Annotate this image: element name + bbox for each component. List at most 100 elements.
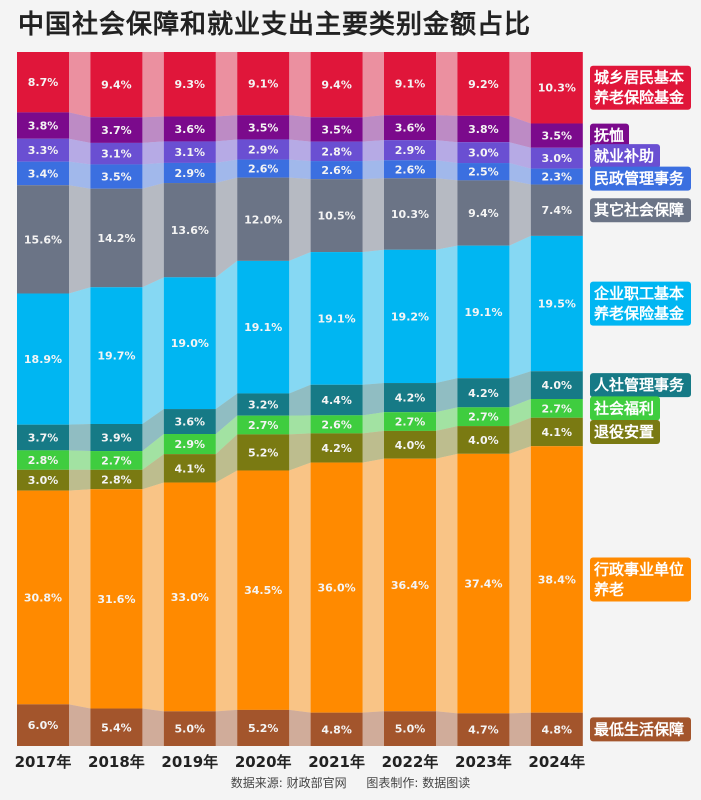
connector-band [289, 177, 311, 261]
data-label: 9.2% [468, 78, 499, 91]
data-label: 2.9% [248, 144, 279, 157]
connector-band [362, 178, 384, 253]
bar-segment [17, 52, 69, 113]
data-label: 9.4% [321, 79, 352, 92]
data-label: 2.5% [468, 166, 499, 179]
connector-band [509, 446, 531, 714]
connector-band [436, 52, 458, 116]
data-label: 3.9% [101, 432, 132, 445]
bar-segment [310, 161, 363, 180]
x-tick-label: 2023年 [455, 753, 512, 771]
connector-band [69, 450, 91, 470]
legend-swatch [590, 166, 691, 191]
connector-band [142, 409, 164, 452]
data-label: 2.9% [175, 438, 206, 451]
bar-segment [530, 417, 583, 447]
bar-segment [90, 469, 143, 490]
bar-segment [384, 412, 436, 431]
data-label: 3.5% [248, 121, 279, 134]
bar-segment [17, 490, 69, 705]
connector-band [69, 489, 91, 709]
legend-swatch [590, 419, 660, 444]
bar-segment [17, 469, 69, 491]
legend-swatch [590, 373, 691, 398]
bar-segment [530, 235, 583, 372]
data-label: 4.4% [321, 394, 352, 407]
bar-segment [90, 287, 143, 424]
connector-band [436, 426, 458, 459]
connector-band [215, 709, 238, 746]
bar-segment [530, 712, 583, 746]
data-label: 9.1% [395, 78, 426, 91]
data-label: 4.2% [468, 387, 499, 400]
data-source: 数据来源: 财政部官网 [230, 776, 347, 790]
data-label: 4.1% [542, 426, 573, 439]
data-label: 19.2% [391, 310, 429, 323]
connector-band [362, 160, 384, 180]
data-label: 2.6% [321, 418, 352, 431]
bar-segment [530, 184, 583, 236]
data-label: 8.7% [28, 76, 59, 89]
data-label: 3.6% [175, 416, 206, 429]
bar-segment [457, 142, 510, 164]
connector-band [69, 423, 91, 452]
data-label: 34.5% [244, 584, 282, 597]
bar-segment [163, 409, 216, 435]
bar-segment [17, 293, 69, 425]
connector-band [509, 712, 531, 746]
data-label: 7.4% [542, 204, 573, 217]
data-label: 3.3% [28, 144, 59, 157]
legend-swatch [590, 198, 691, 223]
data-label: 3.1% [101, 148, 132, 161]
connector-band [69, 112, 91, 143]
data-label: 3.0% [28, 474, 59, 487]
legend-label: 民政管理事务 [594, 170, 685, 188]
connector-band [215, 393, 238, 435]
footer: 数据来源: 财政部官网 图表制作: 数据图读 [0, 774, 701, 791]
connector-band [142, 277, 164, 424]
connector-band [69, 185, 91, 294]
bar-segment [384, 115, 436, 141]
x-tick-label: 2017年 [15, 753, 72, 771]
bar-segment [310, 462, 363, 713]
connector-band [436, 407, 458, 431]
data-label: 2.7% [542, 402, 573, 415]
connector-band [69, 704, 91, 746]
data-label: 15.6% [24, 233, 62, 246]
bar-segment [237, 115, 290, 140]
data-label: 4.1% [175, 462, 206, 475]
legend-label: 社会福利 [593, 399, 654, 417]
data-label: 2.7% [248, 419, 279, 432]
bar-segment [457, 163, 510, 181]
data-label: 3.7% [101, 124, 132, 137]
connector-band [142, 708, 164, 746]
connector-band [69, 138, 91, 165]
connector-band [289, 52, 311, 118]
connector-band [362, 52, 384, 118]
legend-swatch [590, 557, 691, 602]
bar-segment [237, 177, 290, 261]
data-label: 4.0% [542, 379, 573, 392]
data-label: 2.9% [175, 167, 206, 180]
connector-band [509, 180, 531, 246]
legend-label: 企业职工基本 [593, 285, 684, 303]
data-label: 33.0% [171, 591, 209, 604]
data-label: 2.7% [468, 411, 499, 424]
connector-band [436, 453, 458, 714]
connector-band [362, 249, 384, 385]
data-label: 9.4% [468, 207, 499, 220]
bar-segment [384, 160, 436, 179]
connector-band [436, 115, 458, 143]
bar-segment [457, 407, 510, 427]
data-label: 9.4% [101, 79, 132, 92]
legend-label: 最低生活保障 [594, 720, 684, 738]
data-label: 3.5% [101, 171, 132, 184]
legend-swatch [590, 396, 660, 421]
bar-segment [384, 52, 436, 116]
bar-segment [384, 383, 436, 413]
data-label: 3.2% [248, 399, 279, 412]
connector-band [142, 454, 164, 490]
connector-band [142, 162, 164, 189]
data-label: 4.8% [321, 723, 352, 736]
connector-band [142, 141, 164, 165]
